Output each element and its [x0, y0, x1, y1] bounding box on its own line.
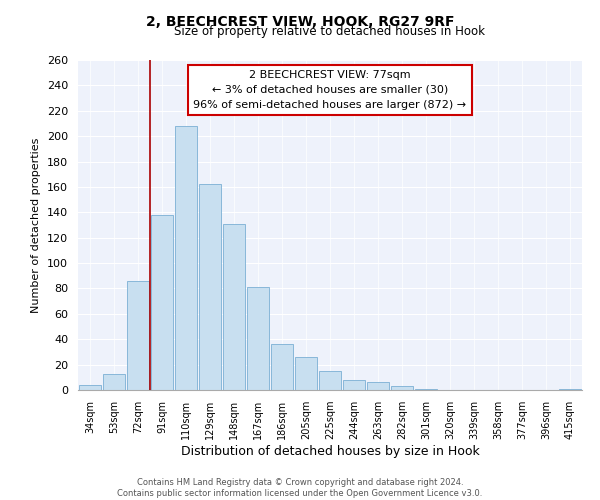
Bar	[247, 287, 269, 390]
Bar	[199, 184, 221, 390]
Bar	[391, 386, 413, 390]
Title: Size of property relative to detached houses in Hook: Size of property relative to detached ho…	[175, 25, 485, 38]
Bar	[103, 374, 125, 390]
X-axis label: Distribution of detached houses by size in Hook: Distribution of detached houses by size …	[181, 445, 479, 458]
Bar	[415, 388, 437, 390]
Bar	[151, 215, 173, 390]
Text: Contains HM Land Registry data © Crown copyright and database right 2024.
Contai: Contains HM Land Registry data © Crown c…	[118, 478, 482, 498]
Bar	[175, 126, 197, 390]
Bar	[295, 357, 317, 390]
Text: 2, BEECHCREST VIEW, HOOK, RG27 9RF: 2, BEECHCREST VIEW, HOOK, RG27 9RF	[146, 15, 454, 29]
Text: 2 BEECHCREST VIEW: 77sqm
← 3% of detached houses are smaller (30)
96% of semi-de: 2 BEECHCREST VIEW: 77sqm ← 3% of detache…	[193, 70, 467, 110]
Bar	[343, 380, 365, 390]
Bar	[559, 388, 581, 390]
Bar	[127, 281, 149, 390]
Bar	[367, 382, 389, 390]
Bar	[271, 344, 293, 390]
Bar	[79, 385, 101, 390]
Bar	[223, 224, 245, 390]
Y-axis label: Number of detached properties: Number of detached properties	[31, 138, 41, 312]
Bar	[319, 371, 341, 390]
